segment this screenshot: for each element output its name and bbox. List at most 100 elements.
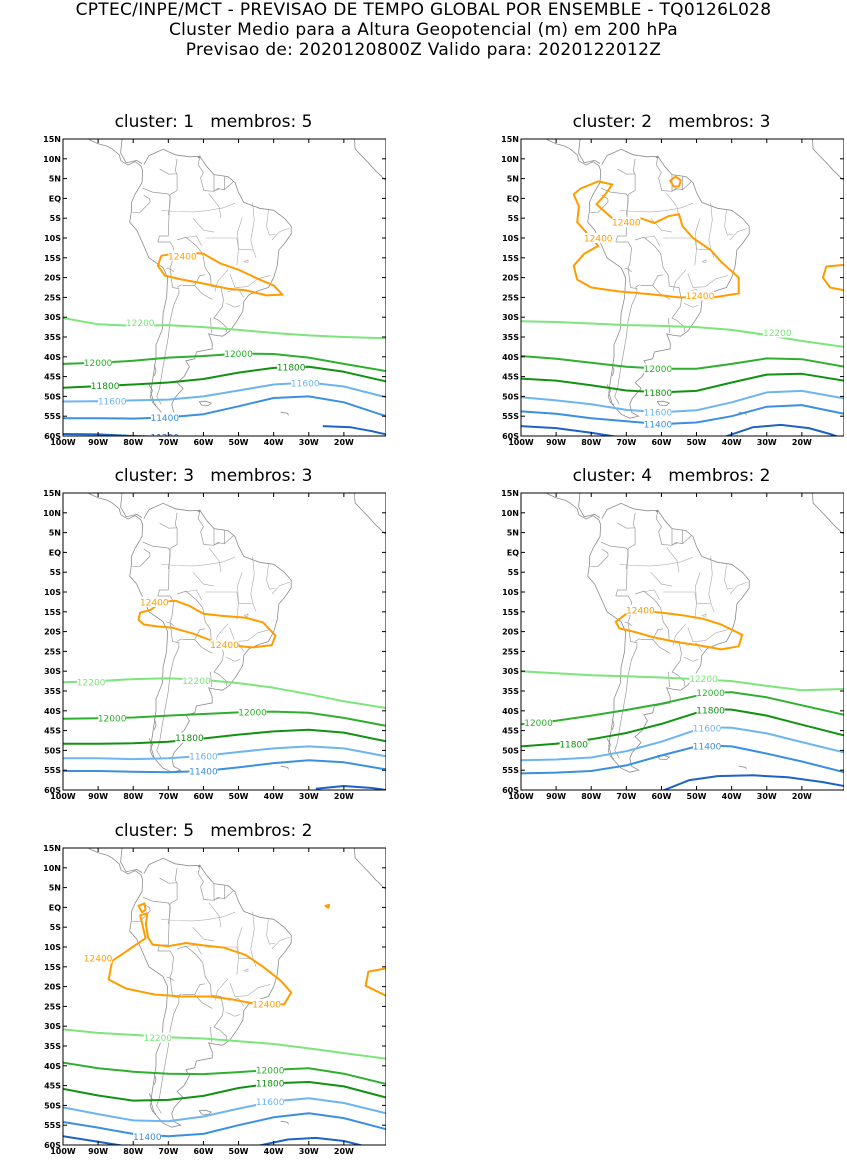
country-border bbox=[156, 241, 180, 405]
coastline bbox=[280, 1120, 289, 1125]
country-border bbox=[166, 976, 174, 981]
contour-label: 11600 bbox=[644, 409, 673, 419]
state-border bbox=[237, 927, 253, 960]
country-border bbox=[142, 541, 171, 570]
lon-label: 90W bbox=[88, 1147, 108, 1156]
contour-label: 11600 bbox=[98, 397, 127, 407]
contour-label: 12200 bbox=[763, 329, 792, 339]
country-border bbox=[194, 628, 206, 640]
contour-label-bg bbox=[256, 1096, 285, 1107]
country-border bbox=[655, 156, 692, 192]
country-border bbox=[600, 187, 629, 216]
lat-label: 25S bbox=[44, 1002, 61, 1011]
country-border bbox=[668, 671, 670, 688]
island-outline bbox=[148, 384, 157, 406]
lat-label: 25S bbox=[502, 293, 519, 302]
lat-label: 40S bbox=[44, 353, 61, 362]
coastline bbox=[812, 139, 844, 181]
island-outline bbox=[611, 718, 615, 730]
contour-line-11200 bbox=[724, 423, 839, 436]
coastline bbox=[354, 139, 386, 181]
contour-line-11800 bbox=[521, 372, 844, 394]
contour-label-bg bbox=[559, 739, 588, 750]
country-border bbox=[182, 994, 213, 1009]
state-border bbox=[250, 556, 257, 612]
state-border bbox=[701, 613, 707, 617]
panel-title: cluster: 2 membros: 3 bbox=[572, 112, 771, 132]
contour-line-12400 bbox=[107, 912, 293, 1006]
state-border bbox=[205, 237, 239, 266]
country-border bbox=[159, 877, 178, 884]
lat-label: 10N bbox=[43, 509, 61, 518]
lon-label: 70W bbox=[158, 1147, 178, 1156]
lon-label: 60W bbox=[193, 1147, 213, 1156]
coastline bbox=[354, 493, 386, 535]
lat-label: 20S bbox=[502, 274, 519, 283]
lon-label: 30W bbox=[299, 792, 319, 801]
state-border bbox=[184, 589, 202, 601]
coastline bbox=[120, 848, 143, 873]
contour-label-bg bbox=[256, 1078, 285, 1089]
lat-label: 60S bbox=[44, 1141, 61, 1150]
lat-label: 30S bbox=[44, 667, 61, 676]
lat-label: 10S bbox=[44, 588, 61, 597]
contour-label: 12000 bbox=[238, 708, 267, 718]
contour-line-12200 bbox=[521, 320, 844, 348]
state-border bbox=[724, 564, 734, 590]
lat-label: 10S bbox=[44, 943, 61, 952]
state-border bbox=[226, 657, 241, 662]
country-border bbox=[142, 896, 171, 925]
lat-label: EQ bbox=[49, 548, 61, 557]
contour-label: 11400 bbox=[693, 743, 722, 753]
contour-label-bg bbox=[626, 604, 655, 615]
contour-line-11200 bbox=[315, 785, 386, 790]
lat-label: 15S bbox=[44, 608, 61, 617]
country-border bbox=[159, 522, 178, 529]
map-plot: 12400 12200 12000 12000 11800 11800 11600 11400… bbox=[501, 488, 844, 801]
state-border bbox=[184, 235, 202, 247]
coastline bbox=[354, 848, 386, 890]
contour-label: 12200 bbox=[182, 677, 211, 687]
lat-label: 5S bbox=[50, 923, 62, 932]
lat-label: 50S bbox=[502, 746, 519, 755]
contour-label-bg bbox=[584, 233, 613, 243]
lon-label: 40W bbox=[264, 1147, 284, 1156]
state-border bbox=[237, 218, 253, 251]
coastline bbox=[521, 488, 540, 490]
contour-label: 12200 bbox=[77, 678, 106, 688]
state-border bbox=[684, 303, 699, 308]
contour-label: 11400 bbox=[644, 421, 673, 431]
contour-label: 11800 bbox=[644, 389, 673, 399]
lat-label: 35S bbox=[44, 1042, 61, 1051]
contour-line-11200 bbox=[63, 433, 162, 436]
contour-label-bg bbox=[91, 380, 120, 391]
lon-label: 90W bbox=[546, 438, 566, 447]
map-panel-cluster-5: cluster: 5 membros: 2 12400 12400 12200 120… bbox=[41, 821, 386, 1163]
lat-label: 50S bbox=[44, 746, 61, 755]
lon-label: 50W bbox=[229, 438, 249, 447]
lat-label: 35S bbox=[44, 333, 61, 342]
contour-line-11600 bbox=[521, 389, 844, 414]
country-border bbox=[182, 285, 213, 300]
lat-label: 30S bbox=[502, 667, 519, 676]
contour-label: 11600 bbox=[693, 724, 722, 734]
lon-label: 50W bbox=[229, 1147, 249, 1156]
contour-label: 11800 bbox=[559, 741, 588, 751]
state-border bbox=[695, 572, 711, 605]
contour-label-bg bbox=[150, 412, 179, 423]
contour-label: 12000 bbox=[84, 359, 113, 369]
state-border bbox=[666, 547, 680, 573]
map-content: 12400 12400 12400 12200 12000 11800 11600 11400 bbox=[521, 139, 844, 436]
contour-line-11800 bbox=[63, 728, 386, 745]
contour-label: 12000 bbox=[256, 1066, 285, 1076]
country-border bbox=[132, 903, 151, 923]
country-border bbox=[166, 621, 174, 626]
coastline bbox=[120, 493, 143, 518]
state-border bbox=[708, 556, 715, 612]
contour-label-bg bbox=[696, 705, 725, 716]
plot-frame bbox=[520, 492, 844, 791]
contour-line-11600 bbox=[63, 1097, 386, 1123]
country-border bbox=[213, 528, 220, 545]
contour-label-bg bbox=[643, 419, 672, 430]
coastline bbox=[87, 848, 292, 1128]
